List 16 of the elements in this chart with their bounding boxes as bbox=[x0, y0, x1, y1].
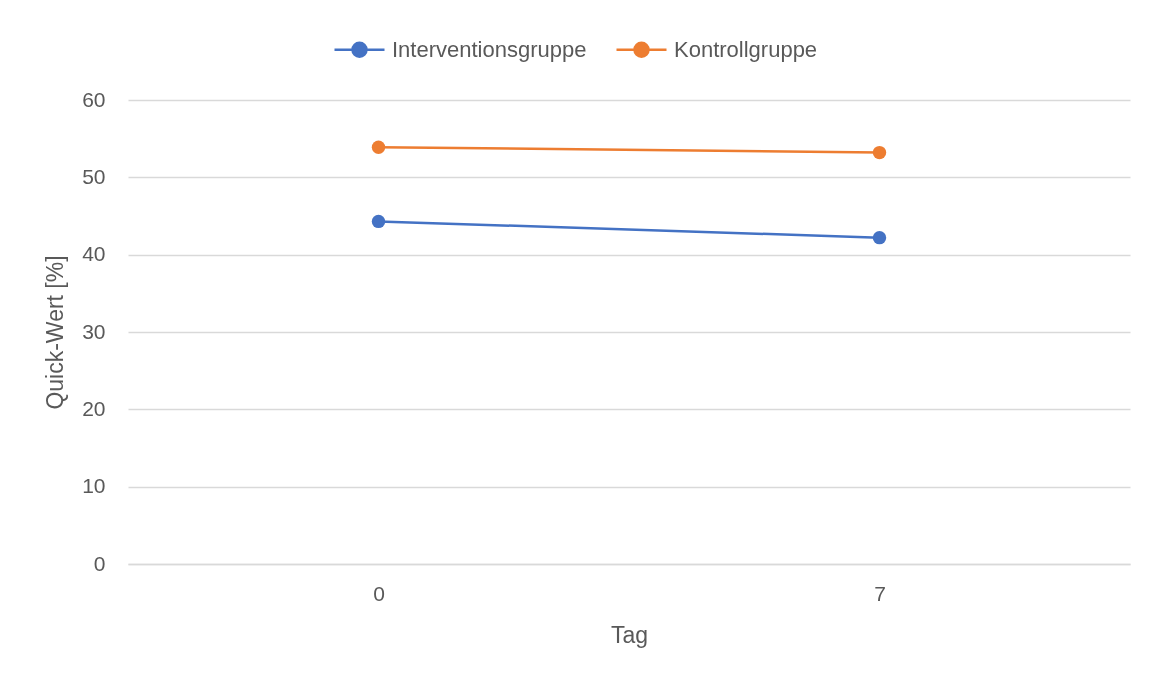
y-tick-label: 40 bbox=[82, 242, 106, 266]
y-tick-label: 0 bbox=[93, 551, 106, 575]
y-tick-label: 30 bbox=[82, 319, 106, 343]
point bbox=[872, 230, 887, 245]
y-tick-label: 10 bbox=[82, 474, 106, 498]
point bbox=[371, 214, 386, 229]
y-tick-label: 60 bbox=[82, 87, 106, 111]
x-axis-title: Tag bbox=[610, 621, 649, 648]
x-tick-label: 7 bbox=[874, 581, 886, 605]
point bbox=[371, 140, 386, 154]
legend-label: Kontrollgruppe bbox=[674, 36, 818, 62]
point bbox=[872, 145, 887, 160]
y-axis-title: Quick-Wert [%] bbox=[42, 255, 69, 410]
y-tick-label: 20 bbox=[82, 396, 106, 420]
y-tick-label: 50 bbox=[82, 164, 106, 188]
legend-label: Interventionsgruppe bbox=[392, 36, 587, 62]
